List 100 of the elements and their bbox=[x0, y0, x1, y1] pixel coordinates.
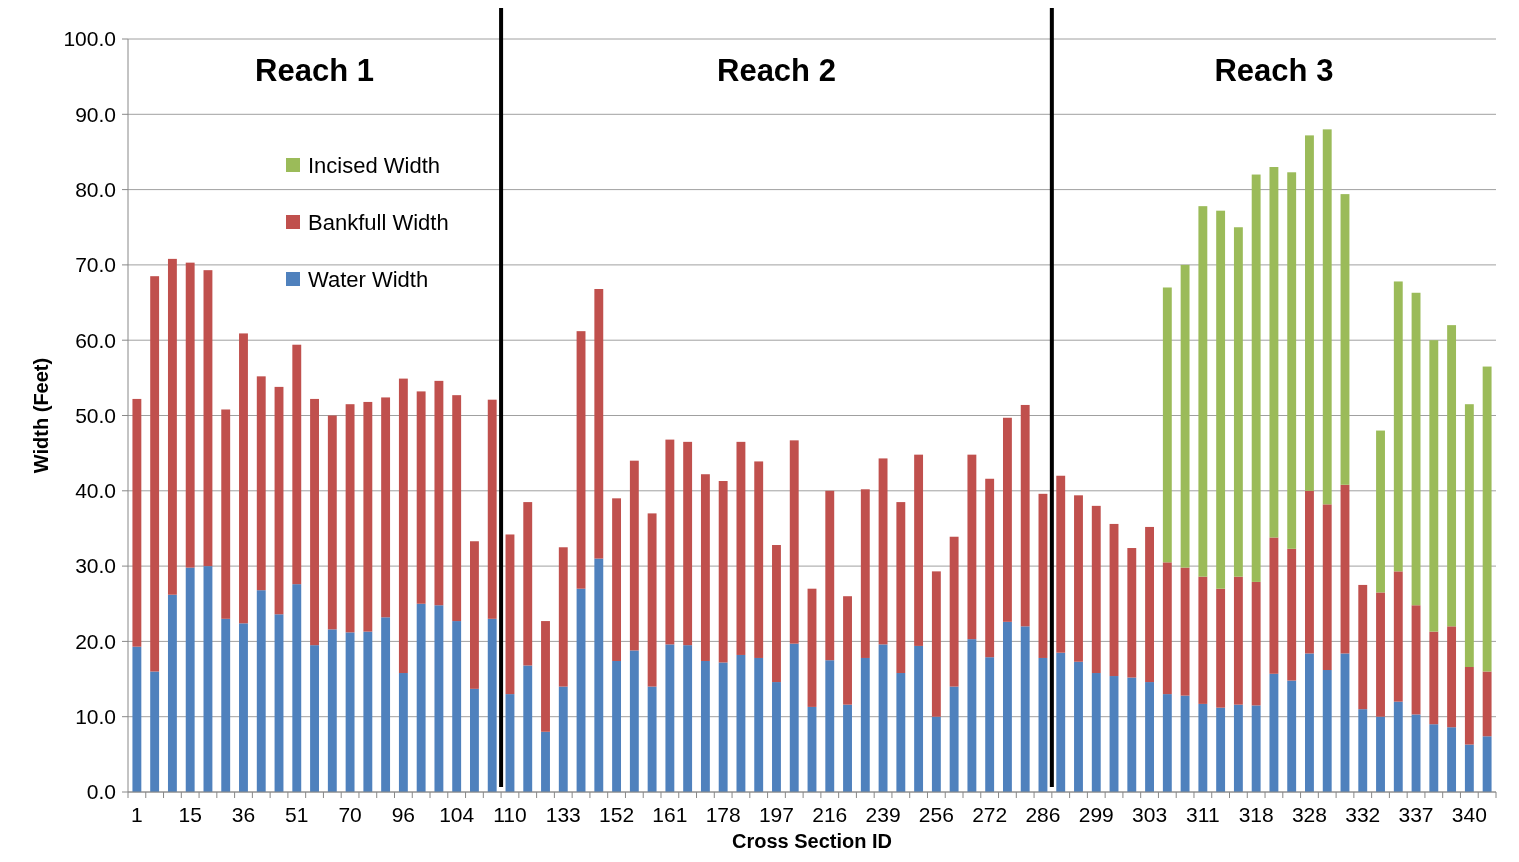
x-tick-label: 340 bbox=[1451, 803, 1487, 826]
bar bbox=[1482, 671, 1492, 737]
y-tick-label: 10.0 bbox=[75, 705, 116, 729]
bar bbox=[470, 688, 479, 792]
x-tick-label: 216 bbox=[812, 803, 848, 826]
bar bbox=[363, 401, 373, 632]
bar bbox=[594, 289, 604, 559]
bar bbox=[1393, 701, 1403, 792]
bar bbox=[1251, 705, 1261, 792]
bar bbox=[1411, 605, 1421, 715]
bar bbox=[931, 716, 941, 792]
bar bbox=[1340, 194, 1350, 485]
bar bbox=[398, 673, 408, 792]
bar bbox=[1322, 504, 1332, 671]
bar bbox=[878, 458, 888, 645]
bar bbox=[1251, 174, 1261, 582]
bar bbox=[1091, 673, 1101, 792]
bar bbox=[434, 605, 444, 792]
bar bbox=[967, 454, 977, 640]
bar bbox=[203, 566, 213, 792]
bar bbox=[1056, 475, 1066, 653]
x-tick-label: 328 bbox=[1291, 803, 1327, 826]
annotation: Reach 2 bbox=[717, 53, 836, 88]
bar bbox=[1127, 548, 1137, 678]
bar bbox=[470, 541, 479, 689]
bar bbox=[185, 262, 195, 568]
bar bbox=[949, 536, 959, 687]
y-tick-label: 40.0 bbox=[75, 479, 116, 503]
bar bbox=[558, 686, 568, 792]
bar bbox=[949, 686, 959, 792]
bar bbox=[381, 617, 391, 792]
bar bbox=[718, 662, 728, 792]
bar bbox=[1322, 670, 1332, 792]
bar bbox=[1287, 172, 1297, 549]
bar bbox=[683, 441, 693, 646]
bar bbox=[381, 397, 391, 618]
bar bbox=[1162, 694, 1172, 792]
bar bbox=[398, 378, 408, 674]
bar bbox=[1216, 588, 1226, 708]
bar bbox=[878, 644, 888, 792]
bar bbox=[647, 686, 657, 792]
bar bbox=[541, 621, 550, 732]
bar bbox=[1233, 227, 1243, 577]
bar bbox=[1127, 677, 1137, 792]
bar bbox=[452, 621, 462, 792]
bar bbox=[523, 665, 533, 792]
bar bbox=[221, 618, 231, 792]
bar bbox=[1056, 652, 1066, 792]
bar bbox=[239, 623, 248, 792]
bar bbox=[1002, 417, 1012, 622]
bar bbox=[914, 645, 924, 792]
bar bbox=[1447, 727, 1457, 792]
bar bbox=[825, 490, 835, 661]
bar bbox=[1109, 523, 1119, 677]
bar bbox=[754, 657, 764, 792]
bar bbox=[594, 558, 604, 792]
bar bbox=[860, 489, 870, 658]
bar bbox=[1038, 493, 1048, 658]
bar bbox=[1376, 592, 1385, 717]
bar bbox=[239, 333, 248, 624]
bar bbox=[1358, 709, 1368, 792]
x-tick-label: 96 bbox=[391, 803, 416, 826]
x-tick-label: 36 bbox=[231, 803, 256, 826]
bar bbox=[772, 545, 781, 683]
bar bbox=[1447, 325, 1457, 627]
x-tick-label: 161 bbox=[652, 803, 688, 826]
bar bbox=[203, 270, 213, 567]
bar bbox=[487, 618, 497, 792]
bar bbox=[612, 660, 622, 792]
bar bbox=[665, 644, 675, 792]
bar bbox=[1482, 736, 1492, 792]
x-tick-label: 256 bbox=[918, 803, 954, 826]
bar bbox=[1269, 537, 1279, 674]
x-tick-label: 286 bbox=[1025, 803, 1061, 826]
bar bbox=[1198, 576, 1208, 704]
y-tick-label: 0.0 bbox=[86, 780, 116, 804]
y-tick-label: 20.0 bbox=[75, 629, 116, 653]
bar bbox=[434, 380, 444, 606]
bar bbox=[896, 502, 906, 674]
x-tick-label: 1 bbox=[131, 803, 143, 826]
bar bbox=[736, 654, 746, 792]
bar bbox=[1233, 704, 1243, 792]
bar bbox=[1020, 626, 1030, 792]
bar bbox=[292, 344, 302, 585]
bar bbox=[150, 671, 160, 792]
x-tick-label: 152 bbox=[599, 803, 635, 826]
bar bbox=[221, 409, 231, 619]
bar bbox=[1340, 484, 1350, 654]
bar bbox=[541, 731, 550, 792]
bar bbox=[985, 478, 995, 658]
bar bbox=[1198, 703, 1208, 792]
x-tick-label: 311 bbox=[1186, 803, 1220, 826]
bar bbox=[1269, 167, 1279, 538]
bar bbox=[1393, 281, 1403, 572]
bar bbox=[1482, 366, 1492, 672]
bar bbox=[274, 614, 284, 792]
bar bbox=[700, 660, 710, 792]
bar bbox=[843, 704, 852, 792]
legend-label: Water Width bbox=[308, 266, 429, 292]
bar bbox=[1216, 707, 1226, 792]
